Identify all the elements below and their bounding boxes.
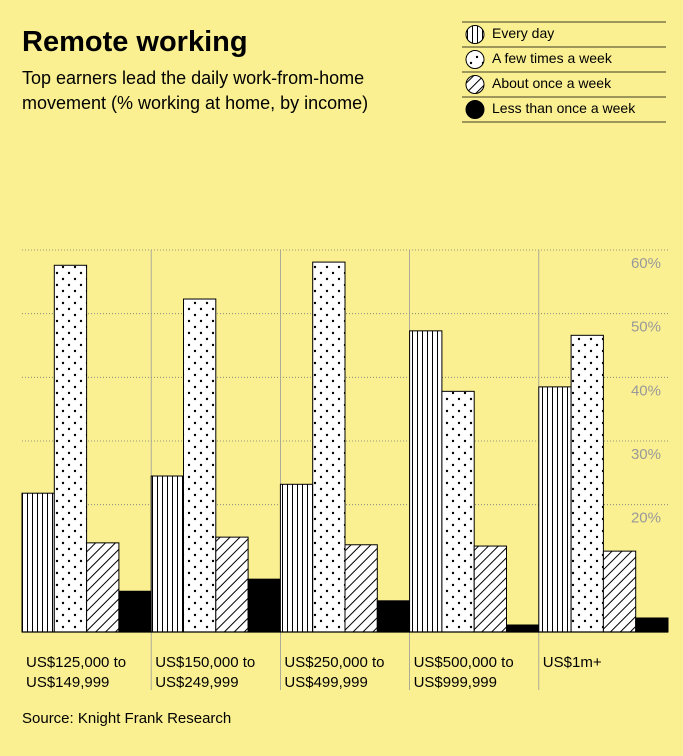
bar (86, 542, 120, 633)
bar (602, 550, 637, 633)
y-tick-label: 40% (631, 382, 661, 399)
y-tick-label: 50% (631, 319, 661, 336)
bar (473, 545, 508, 633)
x-tick-label: US$500,000 to US$999,999 (413, 654, 514, 691)
legend-label: Every day (492, 25, 554, 41)
x-tick-label: US$150,000 to US$249,999 (155, 654, 256, 691)
bar (53, 264, 88, 633)
y-tick-label: 30% (631, 446, 661, 463)
y-tick-label: 20% (631, 510, 661, 527)
bar (150, 475, 184, 633)
x-tick-label: US$125,000 to US$149,999 (26, 654, 127, 691)
bar (118, 590, 152, 633)
bar (376, 600, 411, 633)
bar (538, 386, 572, 633)
bar (409, 330, 443, 633)
bar (506, 624, 540, 633)
bar (279, 483, 314, 633)
bar (21, 492, 55, 633)
x-tick-label: US$1m+ (542, 654, 602, 671)
chart-title: Remote working (22, 26, 248, 58)
legend-label: A few times a week (492, 50, 613, 66)
bar (312, 261, 346, 633)
legend-swatch (465, 100, 485, 119)
bar (441, 390, 475, 633)
legend-label: Less than once a week (492, 100, 636, 116)
chart-subtitle: Top earners lead the daily work-from-hom… (22, 68, 369, 113)
bar (570, 334, 604, 633)
legend-label: About once a week (492, 75, 612, 91)
y-tick-label: 60% (631, 255, 661, 272)
bar (344, 544, 378, 633)
bar (635, 617, 669, 633)
bar (215, 536, 249, 633)
source: Source: Knight Frank Research (22, 710, 232, 727)
legend-swatch (465, 75, 485, 94)
legend-swatch (465, 50, 485, 69)
legend-swatch (465, 25, 485, 44)
bar (183, 298, 217, 633)
x-tick-label: US$250,000 to US$499,999 (284, 654, 385, 691)
bar (247, 578, 281, 633)
